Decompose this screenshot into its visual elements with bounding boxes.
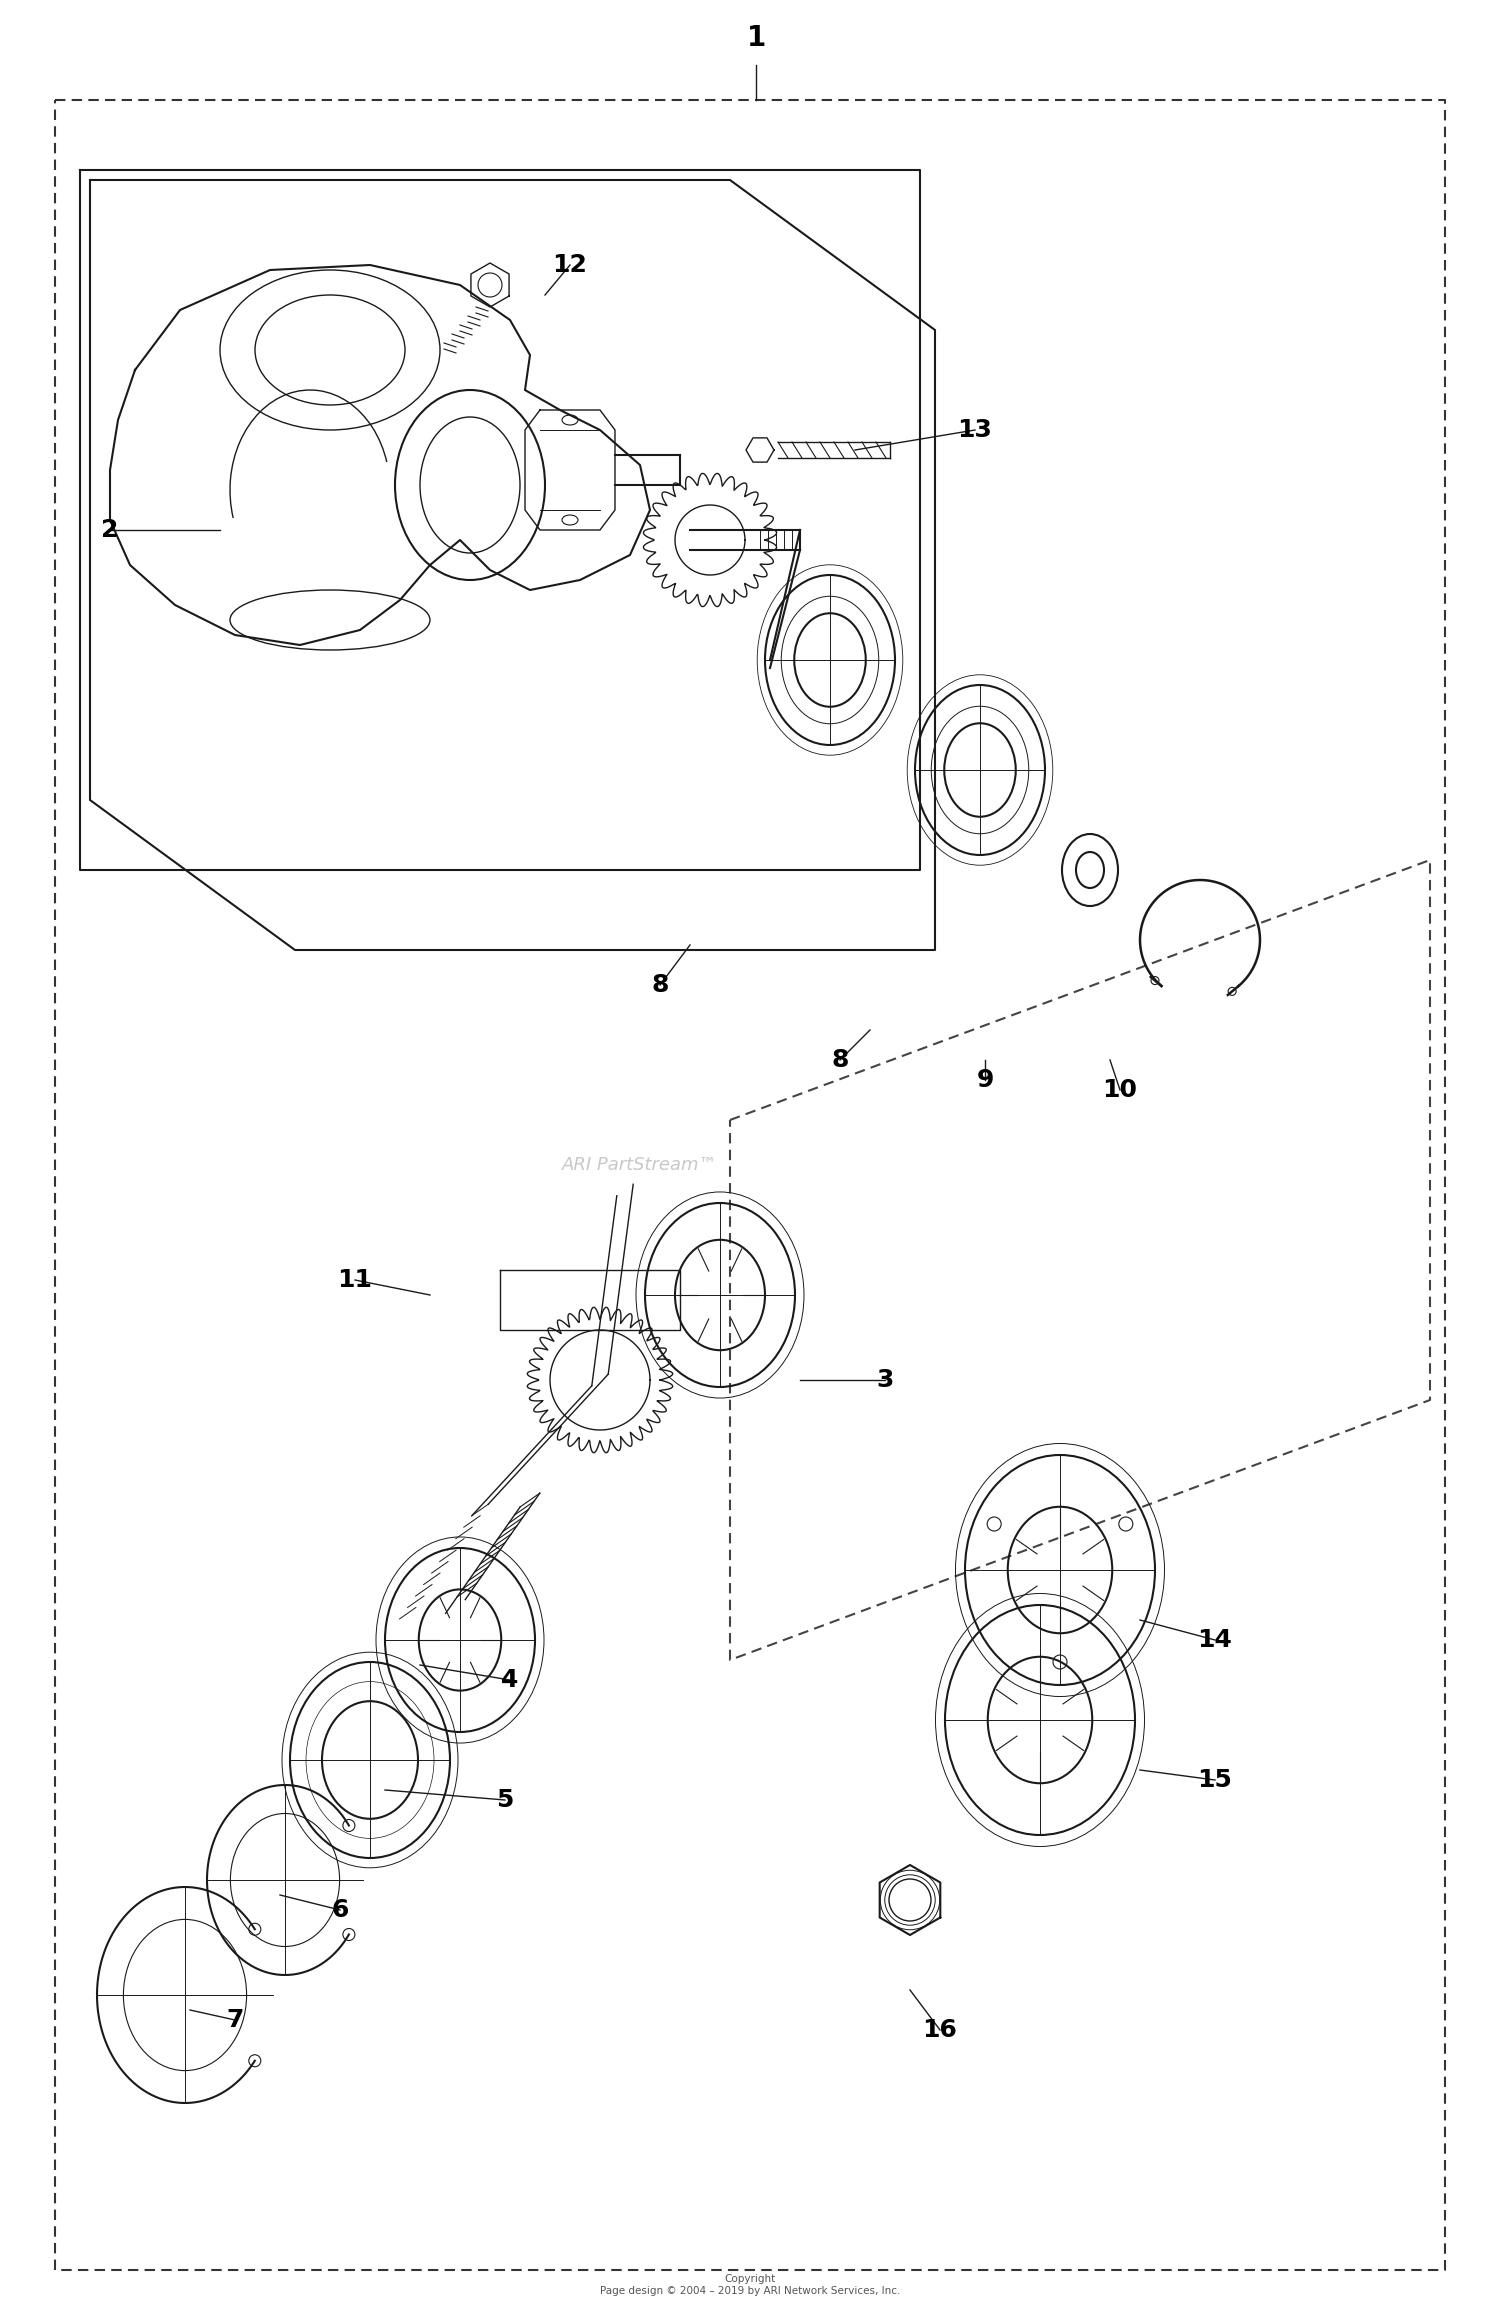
Text: 14: 14	[1197, 1627, 1233, 1653]
Text: 9: 9	[976, 1069, 993, 1092]
Text: 7: 7	[226, 2007, 243, 2033]
Text: 16: 16	[922, 2019, 957, 2042]
Text: 11: 11	[338, 1268, 372, 1291]
Text: 5: 5	[496, 1787, 513, 1813]
Text: 2: 2	[102, 517, 118, 542]
Text: 12: 12	[552, 253, 588, 276]
Text: 13: 13	[957, 417, 993, 443]
Text: 8: 8	[831, 1048, 849, 1071]
Text: 1: 1	[747, 23, 765, 51]
Text: 4: 4	[501, 1669, 519, 1692]
Text: 10: 10	[1102, 1078, 1137, 1101]
Text: 3: 3	[876, 1368, 894, 1393]
Text: 6: 6	[332, 1898, 348, 1922]
Text: 15: 15	[1197, 1769, 1233, 1792]
Text: ARI PartStream™: ARI PartStream™	[562, 1157, 717, 1173]
Text: Copyright
Page design © 2004 – 2019 by ARI Network Services, Inc.: Copyright Page design © 2004 – 2019 by A…	[600, 2274, 900, 2295]
Text: 8: 8	[651, 974, 669, 997]
